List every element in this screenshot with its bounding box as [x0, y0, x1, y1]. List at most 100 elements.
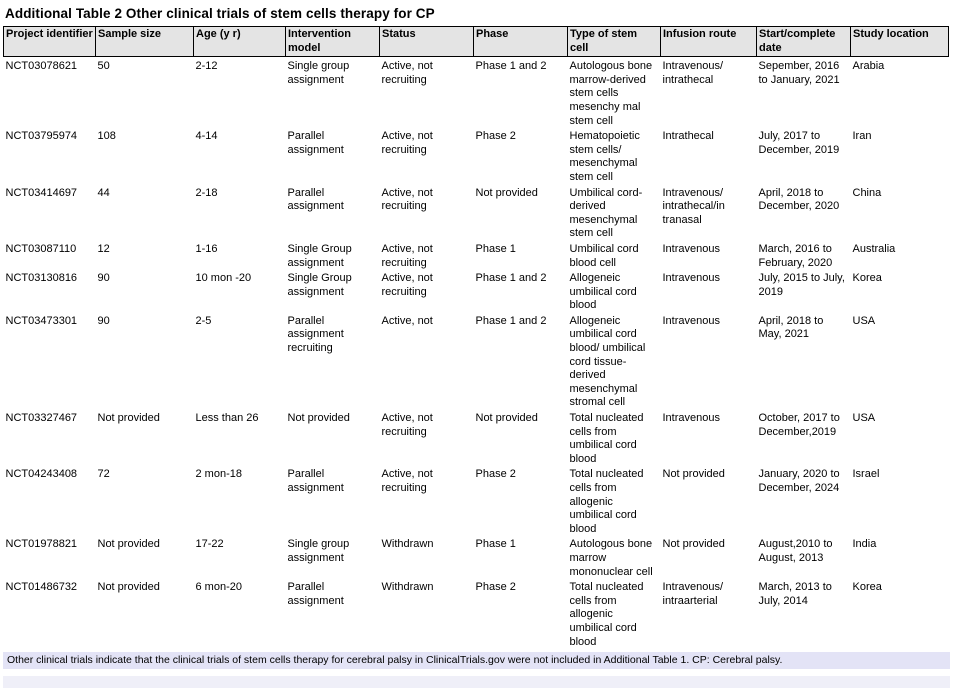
table-cell: April, 2018 to December, 2020: [758, 186, 840, 213]
table-cell: Parallel assignment: [287, 186, 344, 213]
table-cell: Active, not recruiting: [381, 130, 433, 156]
table-cell: Not provided: [662, 538, 725, 551]
table-cell: Sepember, 2016 to January, 2021: [758, 60, 840, 86]
table-cell: Active, not recruiting: [381, 242, 433, 269]
table-cell: 72: [97, 468, 110, 481]
table-cell: Single Group assignment: [287, 242, 352, 269]
table-cell: Not provided: [97, 538, 160, 551]
table-cell: Autologous bone marrow-derived stem cell…: [569, 60, 653, 127]
table-row: NCT04243408 72 2 mon-18 Parallel assignment…: [4, 466, 949, 536]
empty-highlight-strip: [3, 676, 950, 689]
table-footnote: Other clinical trials indicate that the …: [3, 652, 950, 670]
table-cell: 4-14: [195, 130, 218, 143]
table-cell: NCT03078621: [5, 60, 78, 73]
table-cell: Phase 1 and 2: [475, 272, 547, 285]
table-cell: NCT03414697: [5, 186, 78, 199]
table-cell: Autologous bone marrow mononuclear cell: [569, 538, 653, 578]
table-cell: Iran: [852, 130, 872, 143]
column-header: Phase: [473, 25, 568, 58]
table-cell: Active, not recruiting: [381, 60, 433, 86]
table-cell: 2 mon-18: [195, 468, 242, 481]
table-cell: NCT04243408: [5, 468, 78, 481]
table-cell: USA: [852, 314, 876, 327]
table-cell: July, 2015 to July, 2019: [758, 272, 845, 298]
table-row: NCT01978821 Not provided 17-22 Single group…: [4, 536, 949, 579]
table-cell: April, 2018 to May, 2021: [758, 314, 824, 341]
table-cell: 2-5: [195, 314, 212, 327]
table-cell: 90: [97, 272, 110, 285]
table-cell: Total nucleated cells from allogenic umb…: [569, 581, 644, 648]
table-cell: Intravenous/ intraarterial: [662, 581, 724, 607]
table-cell: Single Group assignment: [287, 272, 352, 298]
table-cell: Intrathecal: [662, 130, 714, 143]
table-cell: March, 2016 to February, 2020: [758, 242, 833, 269]
table-cell: Hematopoietic stem cells/ mesenchymal st…: [569, 130, 640, 183]
table-cell: Parallel assignment: [287, 130, 344, 156]
table-row: NCT03473301 90 2-5 Parallel assignment recr…: [4, 313, 949, 410]
table-cell: 2-18: [195, 186, 218, 199]
table-header-row: Project identifier Sample size Age (y r) In…: [3, 25, 949, 58]
table-row: NCT03795974 108 4-14 Parallel assignment Act…: [4, 128, 949, 184]
table-cell: Single group assignment: [287, 60, 350, 86]
table-cell: USA: [852, 412, 876, 425]
table-cell: 1-16: [195, 242, 218, 255]
table-cell: Not provided: [475, 186, 538, 199]
page-title: Additional Table 2 Other clinical trials…: [5, 6, 435, 21]
table-cell: 6 mon-20: [195, 581, 242, 594]
table-cell: Phase 1 and 2: [475, 314, 547, 327]
table-cell: Single group assignment: [287, 538, 350, 564]
table-cell: Withdrawn: [381, 538, 434, 551]
table-cell: March, 2013 to July, 2014: [758, 581, 832, 607]
table-cell: October, 2017 to December,2019: [758, 412, 840, 438]
table-cell: Allogeneic umbilical cord blood: [569, 272, 637, 312]
column-header: Status: [379, 25, 474, 58]
column-header: Study location: [850, 25, 949, 58]
table-cell: 10 mon -20: [195, 272, 252, 285]
table-cell: Intravenous/ intrathecal: [662, 60, 724, 86]
table-row: NCT03087110 12 1-16 Single Group assignment…: [4, 241, 949, 270]
table-cell: Intravenous: [662, 272, 720, 285]
table-cell: Arabia: [852, 60, 885, 73]
table-cell: January, 2020 to December, 2024: [758, 468, 840, 494]
table-cell: Umbilical cord blood cell: [569, 242, 639, 269]
table-cell: 50: [97, 60, 110, 73]
table-row: NCT03327467 Not provided Less than 26 Not p…: [4, 410, 949, 466]
column-header: Start/complete date: [756, 25, 851, 58]
table-row: NCT01486732 Not provided 6 mon-20 Parallel …: [4, 579, 949, 649]
table-cell: Less than 26: [195, 412, 259, 425]
table-cell: Phase 1 and 2: [475, 60, 547, 73]
table-cell: Allogeneic umbilical cord blood/ umbilic…: [569, 314, 646, 409]
table-cell: Withdrawn: [381, 581, 434, 594]
table-cell: NCT01978821: [5, 538, 78, 551]
table-cell: Parallel assignment: [287, 468, 344, 494]
column-header: Sample size: [95, 25, 194, 58]
table-cell: Parallel assignment recruiting: [287, 314, 344, 355]
table-cell: 12: [97, 242, 110, 255]
table-cell: Total nucleated cells from allogenic umb…: [569, 468, 644, 535]
table-cell: Active, not: [381, 314, 433, 327]
column-header: Age (y r): [193, 25, 286, 58]
table-cell: NCT01486732: [5, 581, 78, 594]
table-cell: 108: [97, 130, 116, 143]
table-cell: NCT03087110: [5, 242, 77, 255]
table-row: NCT03130816 90 10 mon -20 Single Group assi…: [4, 270, 949, 313]
table-cell: Total nucleated cells from umbilical cor…: [569, 412, 644, 465]
table-header: Project identifier Sample size Age (y r) In…: [3, 25, 949, 58]
table-cell: Phase 2: [475, 581, 516, 594]
table-cell: Phase 1: [475, 538, 516, 551]
table-row: NCT03078621 50 2-12 Single group assignment…: [4, 57, 949, 128]
table-cell: Not provided: [662, 468, 725, 481]
table-cell: NCT03473301: [5, 314, 78, 327]
table-cell: NCT03327467: [5, 412, 78, 425]
table-cell: Parallel assignment: [287, 581, 344, 607]
table-cell: Not provided: [97, 412, 160, 425]
table-cell: July, 2017 to December, 2019: [758, 130, 840, 156]
table-cell: Phase 1: [475, 242, 516, 255]
table-cell: Intravenous/ intrathecal/in tranasal: [662, 186, 725, 226]
column-header: Intervention model: [285, 25, 380, 58]
table-cell: 2-12: [195, 60, 218, 73]
table-cell: 17-22: [195, 538, 224, 551]
table-cell: Not provided: [97, 581, 160, 594]
table-cell: NCT03795974: [5, 130, 78, 143]
